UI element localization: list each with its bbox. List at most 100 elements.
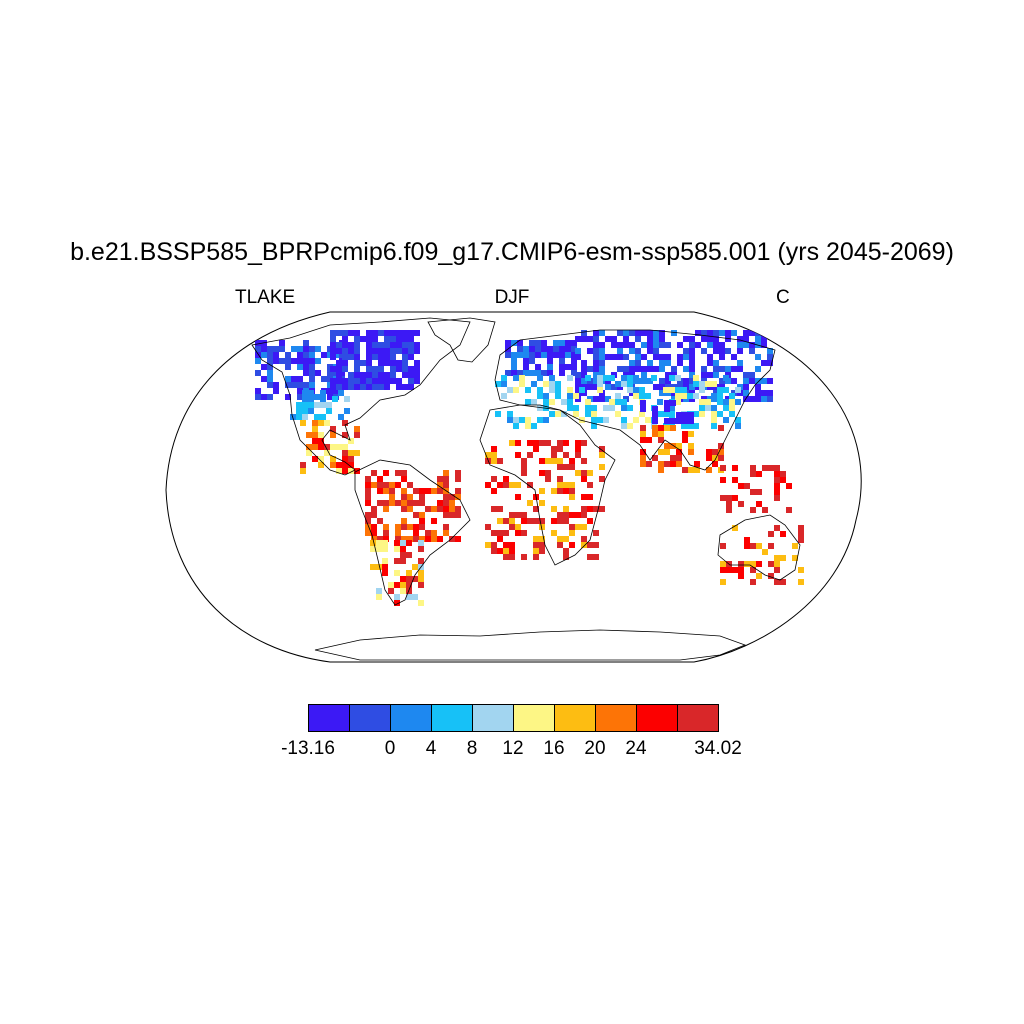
data-cell: [431, 530, 437, 536]
data-cell: [786, 507, 792, 513]
colorbar-box-0: [308, 704, 350, 732]
data-cell: [285, 394, 291, 400]
data-cell: [366, 384, 372, 390]
data-cell: [413, 536, 419, 542]
data-cell: [627, 423, 633, 429]
data-cell: [587, 554, 593, 560]
data-cell: [617, 366, 623, 372]
data-cell: [525, 387, 531, 393]
data-cell: [732, 567, 738, 573]
data-cell: [640, 455, 646, 461]
data-cell: [713, 342, 719, 348]
data-cell: [455, 536, 461, 542]
data-cell: [401, 518, 407, 524]
data-cell: [750, 561, 756, 567]
data-cell: [545, 470, 551, 476]
data-cell: [664, 461, 670, 467]
data-cell: [567, 399, 573, 405]
data-cell: [706, 467, 712, 473]
data-cell: [330, 366, 336, 372]
data-cell: [537, 405, 543, 411]
data-cell: [308, 396, 314, 402]
data-cell: [517, 370, 523, 376]
data-cell: [515, 494, 521, 500]
data-cell: [780, 579, 786, 585]
data-cell: [669, 375, 675, 381]
data-cell: [491, 530, 497, 536]
data-cell: [621, 381, 627, 387]
data-cell: [694, 467, 700, 473]
data-cell: [699, 399, 705, 405]
data-cell: [587, 542, 593, 548]
data-cell: [762, 465, 768, 471]
data-cell: [611, 342, 617, 348]
data-cell: [419, 500, 425, 506]
data-cell: [641, 366, 647, 372]
data-cell: [575, 440, 581, 446]
data-cell: [525, 423, 531, 429]
data-cell: [267, 370, 273, 376]
data-cell: [390, 372, 396, 378]
data-cell: [296, 414, 302, 420]
data-cell: [786, 483, 792, 489]
data-cell: [354, 378, 360, 384]
data-cell: [723, 375, 729, 381]
data-cell: [491, 458, 497, 464]
data-cell: [529, 346, 535, 352]
data-cell: [635, 336, 641, 342]
data-cell: [755, 354, 761, 360]
data-cell: [774, 465, 780, 471]
data-cell: [735, 387, 741, 393]
data-cell: [443, 500, 449, 506]
data-cell: [443, 482, 449, 488]
data-cell: [575, 524, 581, 530]
data-cell: [402, 360, 408, 366]
data-cell: [419, 536, 425, 542]
data-cell: [756, 543, 762, 549]
data-cell: [390, 348, 396, 354]
data-cell: [443, 470, 449, 476]
data-cell: [509, 542, 515, 548]
data-cell: [395, 482, 401, 488]
data-cell: [726, 567, 732, 573]
data-cell: [617, 348, 623, 354]
data-cell: [633, 375, 639, 381]
data-cell: [581, 512, 587, 518]
data-cell: [255, 394, 261, 400]
data-cell: [587, 384, 593, 390]
data-cell: [300, 468, 306, 474]
data-cell: [407, 500, 413, 506]
data-cell: [767, 348, 773, 354]
data-cell: [303, 364, 309, 370]
data-cell: [394, 558, 400, 564]
data-cell: [605, 384, 611, 390]
data-cell: [273, 346, 279, 352]
data-cell: [336, 348, 342, 354]
data-cell: [401, 506, 407, 512]
data-cell: [406, 582, 412, 588]
data-cell: [491, 506, 497, 512]
data-cell: [735, 417, 741, 423]
data-cell: [718, 425, 724, 431]
data-cell: [726, 501, 732, 507]
data-cell: [720, 561, 726, 567]
data-cell: [406, 552, 412, 558]
data-cell: [567, 387, 573, 393]
data-cell: [297, 382, 303, 388]
data-cell: [511, 364, 517, 370]
data-cell: [701, 330, 707, 336]
data-cell: [689, 360, 695, 366]
data-cell: [653, 384, 659, 390]
data-cell: [407, 536, 413, 542]
data-cell: [623, 354, 629, 360]
data-cell: [670, 400, 676, 406]
data-cell: [396, 348, 402, 354]
data-cell: [621, 399, 627, 405]
data-cell: [551, 446, 557, 452]
colorbar-box-1: [349, 704, 391, 732]
data-cell: [761, 390, 767, 396]
data-cell: [743, 372, 749, 378]
data-cell: [587, 494, 593, 500]
data-cell: [320, 402, 326, 408]
data-cell: [425, 506, 431, 512]
